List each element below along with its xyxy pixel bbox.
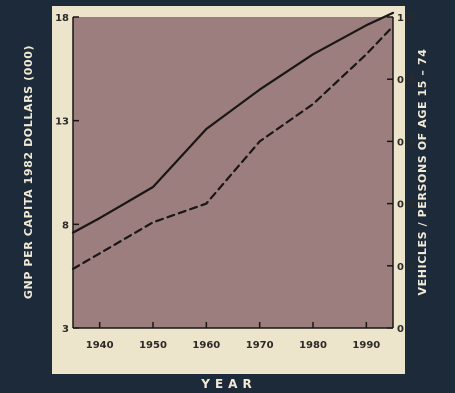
y-tick-label: 3 (62, 324, 69, 335)
x-tick-label: 1940 (86, 340, 114, 351)
y-tick-label: 18 (55, 13, 69, 24)
vehicles-series-line (71, 25, 395, 270)
gnp-series-line (71, 11, 395, 234)
y-axis-ticks: 3 8 13 18 (55, 13, 79, 335)
y2-axis-ticks: 0 0.2 0.4 0.6 0.8 1.0 (387, 13, 415, 335)
x-axis-ticks: 1940 1950 1960 1970 1980 1990 (86, 322, 380, 351)
y2-tick-label: 0.2 (397, 262, 415, 273)
y2-tick-label: 0.4 (397, 200, 415, 211)
x-tick-label: 1990 (352, 340, 380, 351)
x-tick-label: 1950 (139, 340, 167, 351)
y2-axis-label: VEHICLES / PERSONS OF AGE 15 – 74 (416, 49, 429, 296)
x-axis-label: YEAR (200, 377, 256, 391)
plot-area (73, 17, 393, 328)
x-tick-label: 1960 (192, 340, 220, 351)
y2-tick-label: 0.6 (397, 137, 415, 148)
y2-tick-label: 0.8 (397, 75, 415, 86)
series-layer (71, 11, 395, 270)
y-axis-label: GNP PER CAPITA 1982 DOLLARS (000) (22, 45, 35, 299)
y2-tick-label: 1.0 (397, 13, 415, 24)
y2-tick-label: 0 (397, 324, 404, 335)
x-tick-label: 1970 (246, 340, 274, 351)
y-tick-label: 13 (55, 117, 69, 128)
y-tick-label: 8 (62, 220, 69, 231)
x-tick-label: 1980 (299, 340, 327, 351)
